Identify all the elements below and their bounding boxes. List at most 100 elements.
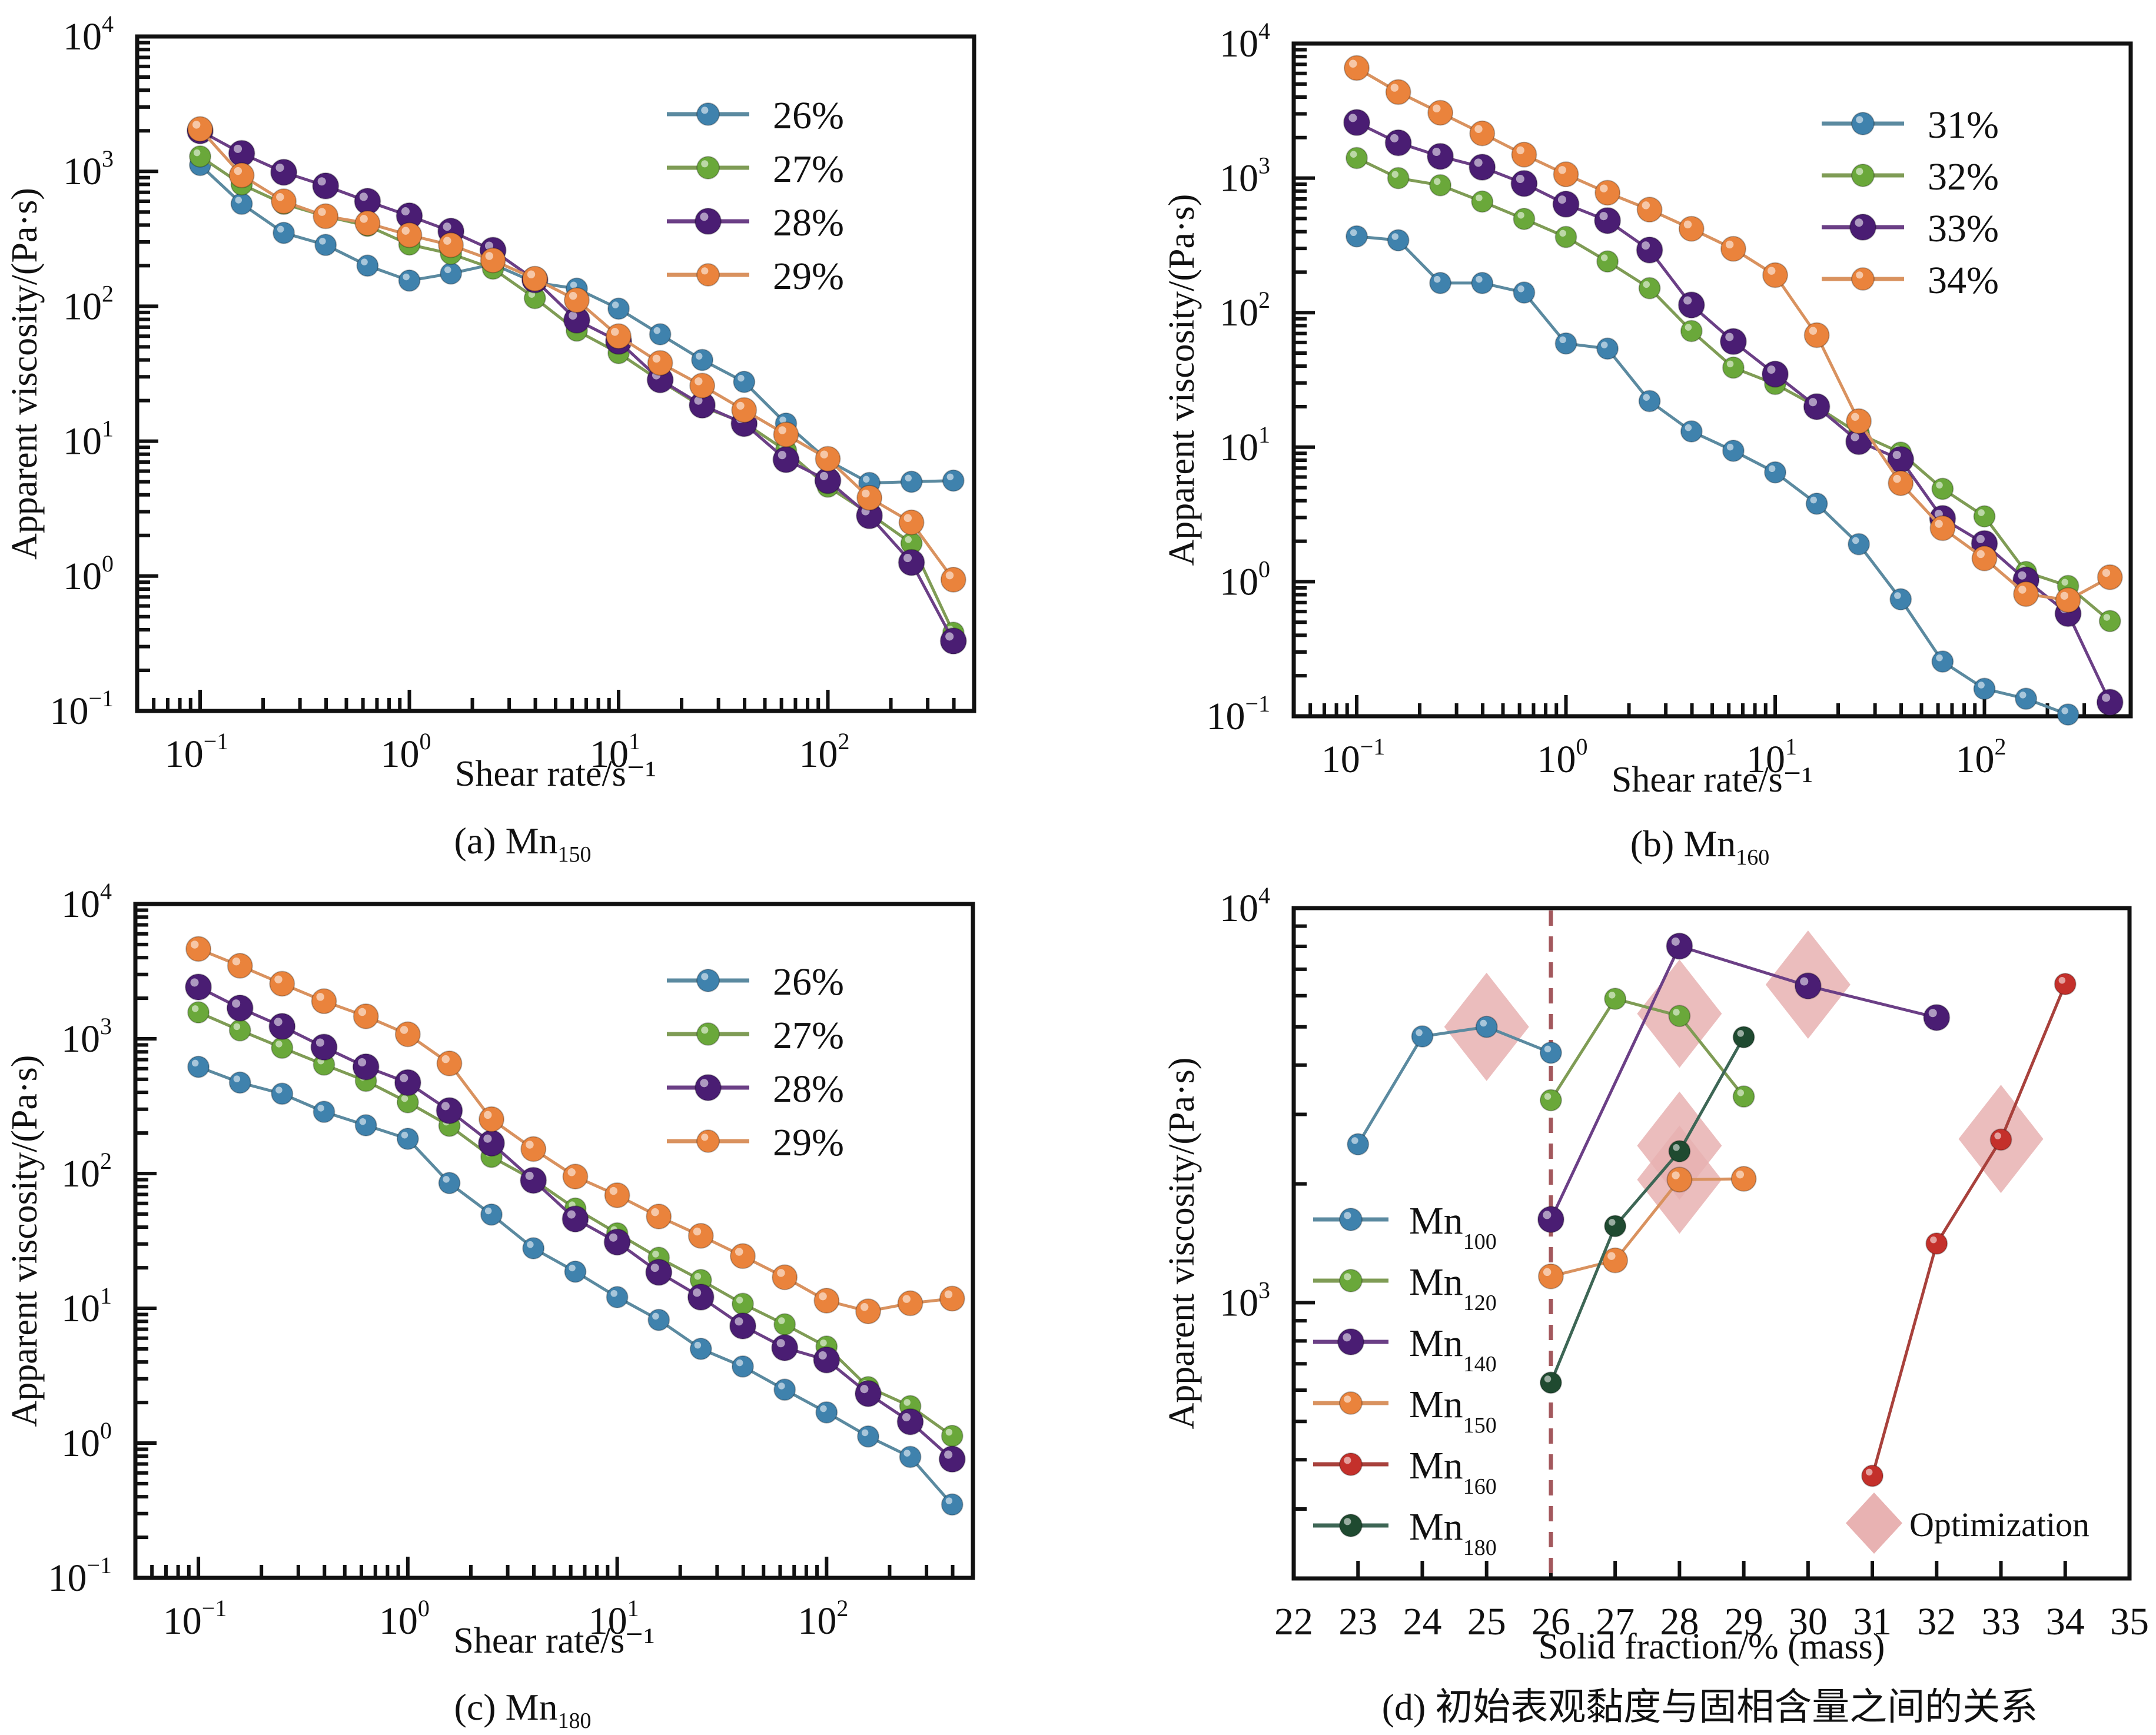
data-point	[1677, 291, 1705, 319]
y-tick-label-exponent: 0	[102, 550, 114, 577]
data-point	[773, 1378, 796, 1401]
x-tick-label: 23	[1338, 1600, 1377, 1643]
data-point	[1387, 167, 1410, 190]
data-point-body	[1803, 322, 1830, 348]
legend-marker-highlight	[701, 267, 709, 275]
data-point	[857, 1425, 880, 1448]
data-point-body	[1513, 281, 1536, 304]
x-tick-label: 101	[1746, 733, 1797, 781]
x-tick-label: 100	[379, 1595, 430, 1643]
data-point-highlight	[1390, 134, 1399, 142]
x-tick-label-base: 10	[1321, 738, 1360, 781]
data-point-body	[1346, 147, 1368, 169]
legend-marker-body	[696, 156, 720, 180]
data-point-body	[1861, 1464, 1884, 1487]
x-tick-label: 101	[589, 1595, 639, 1643]
data-point-body	[855, 1298, 882, 1325]
data-point-highlight	[1810, 496, 1817, 504]
data-point-highlight	[2018, 571, 2027, 580]
y-axis-title: Apparent viscosity/(Pa·s)	[1162, 1058, 1202, 1430]
data-point-highlight	[1476, 275, 1483, 283]
data-point-highlight	[1685, 324, 1692, 331]
data-point	[1411, 1025, 1434, 1048]
y-tick-label: 10−1	[48, 1552, 112, 1600]
data-point-body	[1805, 492, 1828, 515]
data-point	[1931, 477, 1954, 500]
x-tick-label: 100	[381, 728, 431, 776]
data-point	[313, 203, 339, 230]
data-point-highlight	[191, 1005, 199, 1012]
legend-label-text: 29%	[773, 255, 844, 298]
data-point-body	[813, 1346, 841, 1374]
data-point-body	[436, 1097, 463, 1125]
data-point-body	[1596, 337, 1619, 360]
data-point-highlight	[1936, 481, 1943, 489]
x-tick-label-exponent: −1	[202, 1595, 227, 1621]
data-point-body	[311, 988, 337, 1015]
x-tick-label-base: 10	[1537, 738, 1576, 781]
data-point	[1848, 533, 1871, 556]
data-point-body	[396, 222, 423, 248]
legend-label-text: 27%	[773, 1014, 844, 1057]
legend: 31% 32% 33% 34%	[1822, 104, 1999, 302]
y-tick-label-base: 10	[1220, 157, 1258, 200]
data-point-body	[1889, 588, 1912, 611]
data-point-body	[2015, 687, 2038, 710]
legend-marker	[1339, 1391, 1363, 1415]
y-tick-label: 100	[63, 550, 114, 598]
data-point	[521, 265, 548, 292]
data-point	[855, 1380, 882, 1407]
data-point-body	[1973, 505, 1996, 528]
data-point	[269, 970, 295, 997]
data-point-highlight	[400, 1026, 408, 1034]
data-point-highlight	[2061, 579, 2068, 586]
data-point	[1722, 356, 1745, 379]
data-point-body	[687, 1284, 715, 1311]
legend-label: 34%	[1928, 259, 1999, 302]
data-point-body	[938, 1445, 966, 1473]
data-point-highlight	[441, 1055, 450, 1063]
legend-item: 31%	[1822, 104, 1999, 147]
data-point-body	[855, 1380, 882, 1407]
data-point	[189, 145, 212, 168]
data-point-body	[2054, 973, 2077, 996]
legend-label: Mn160	[1409, 1444, 1497, 1499]
x-tick-label-exponent: 1	[627, 1595, 639, 1621]
data-point	[1929, 515, 1956, 541]
data-point-highlight	[275, 1086, 283, 1093]
data-point	[939, 627, 967, 655]
data-point-highlight	[484, 1111, 492, 1119]
data-point-highlight	[274, 975, 283, 983]
data-point-body	[268, 1013, 296, 1041]
data-point	[1803, 393, 1831, 420]
data-point-highlight	[1851, 413, 1859, 421]
legend-marker-body	[1339, 1453, 1363, 1476]
data-point-body	[1931, 650, 1954, 673]
legend-marker-highlight	[700, 212, 709, 221]
legend-label-text: Mn	[1409, 1261, 1463, 1304]
data-point-highlight	[2061, 707, 2068, 714]
data-point-highlight	[1480, 1019, 1487, 1027]
caption-b: (b) Mn160	[1630, 823, 1770, 870]
data-point-body	[689, 1337, 712, 1360]
legend-label: 26%	[773, 94, 844, 137]
data-point	[1803, 322, 1830, 348]
data-point-body	[313, 1101, 335, 1124]
legend-label-subscript: 100	[1463, 1229, 1497, 1254]
legend-marker-body	[695, 208, 722, 235]
data-point-body	[230, 192, 253, 215]
data-point-body	[1596, 250, 1619, 273]
legend-label-text: 26%	[773, 94, 844, 137]
x-tick-label-exponent: −1	[1360, 733, 1386, 760]
legend-marker	[1339, 1514, 1363, 1537]
data-point-highlight	[401, 1095, 408, 1102]
data-point-highlight	[276, 192, 284, 201]
data-point-body	[687, 1222, 714, 1249]
legend-label-subscript: 160	[1463, 1474, 1497, 1499]
data-point-body	[2013, 581, 2039, 607]
data-point-body	[815, 1401, 838, 1424]
legend-marker-body	[1339, 1269, 1363, 1292]
data-point-highlight	[1517, 285, 1524, 293]
